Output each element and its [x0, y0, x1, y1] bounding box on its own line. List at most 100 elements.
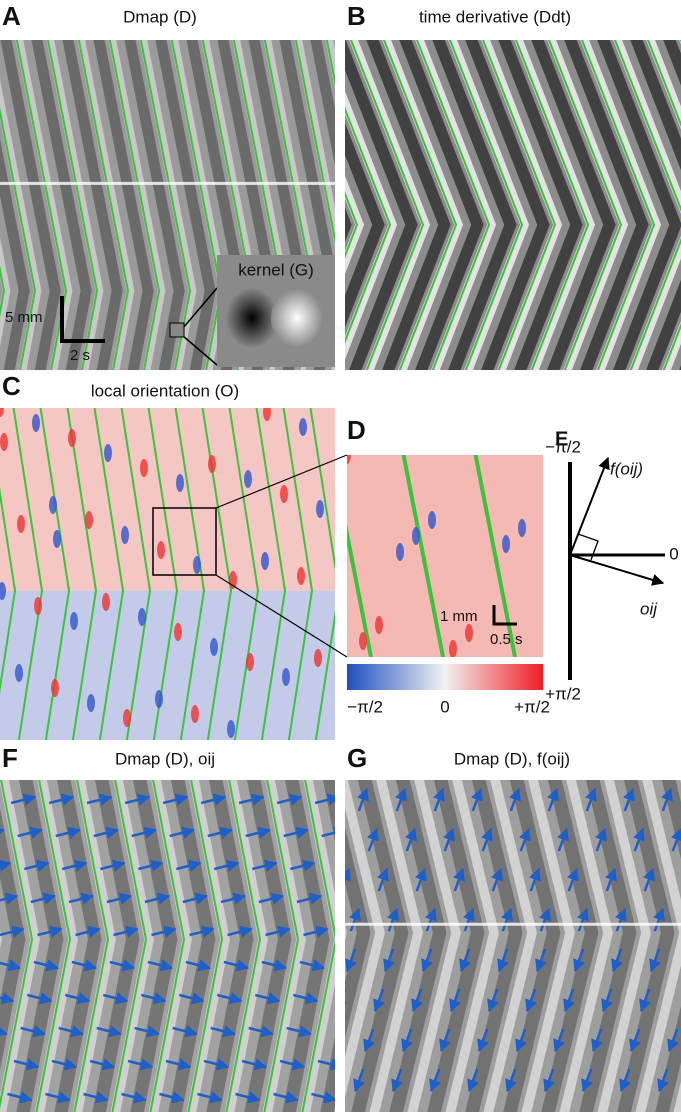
- vector-arrow: [471, 787, 483, 812]
- vector-arrow: [113, 925, 139, 938]
- vector-arrow: [131, 826, 157, 839]
- vector-arrow: [591, 1028, 603, 1053]
- vector-arrow: [83, 1091, 109, 1104]
- stripe-light: [448, 40, 530, 370]
- singularity: [49, 496, 57, 514]
- colorbar-label: 0: [440, 697, 449, 716]
- axis-label: +π/2: [545, 684, 581, 703]
- vector-arrow: [265, 925, 291, 938]
- vector-arrow: [30, 892, 57, 905]
- vector-arrow: [159, 1091, 185, 1104]
- vector-arrow: [563, 988, 575, 1013]
- stripe-dark: [31, 40, 92, 370]
- stripe-dark: [345, 40, 418, 370]
- singularity: [210, 638, 218, 656]
- vector-arrow: [553, 1028, 565, 1053]
- scale-label: 1 mm: [440, 608, 478, 625]
- vector-arrow: [501, 907, 513, 932]
- vector-arrow: [197, 1091, 223, 1104]
- vector-arrow: [567, 867, 579, 892]
- wavefront: [187, 780, 224, 1112]
- vector-arrow: [463, 907, 475, 932]
- wavefront: [345, 106, 392, 344]
- stripe-light: [580, 40, 662, 370]
- vector-arrow: [178, 992, 205, 1005]
- vector-arrow: [387, 907, 399, 932]
- vector-arrow: [75, 925, 101, 938]
- vector-arrow: [0, 959, 22, 972]
- vector-arrow: [349, 907, 361, 932]
- vector-arrow: [185, 959, 212, 972]
- vector-arrow: [86, 793, 113, 806]
- stripe-dark: [465, 780, 523, 1112]
- stripe-dark: [345, 122, 385, 328]
- vector-arrow: [519, 827, 531, 852]
- vector-arrow: [535, 948, 547, 973]
- vector-arrow: [515, 1028, 527, 1053]
- vector-arrow: [667, 1028, 679, 1053]
- stripe-light: [345, 91, 398, 360]
- scale-label: 2 s: [70, 347, 90, 364]
- inset-title: kernel (G): [238, 260, 314, 279]
- stripe-light: [345, 175, 365, 275]
- stripe-light: [345, 780, 385, 1097]
- stripe-dark: [155, 40, 216, 370]
- vector-arrow: [7, 1091, 33, 1104]
- stripe-light: [597, 780, 651, 1112]
- singularity: [87, 694, 95, 712]
- vector-arrow: [401, 1028, 413, 1053]
- stripe-light: [72, 780, 116, 1112]
- vector-arrow: [629, 1028, 641, 1053]
- stripe-light: [186, 780, 230, 1112]
- vector-arrow: [311, 1091, 335, 1104]
- vector-arrow: [182, 892, 209, 905]
- vector-arrow: [497, 948, 509, 973]
- wavefront: [15, 40, 68, 370]
- vector-arrow: [653, 907, 665, 932]
- singularity: [375, 616, 383, 634]
- vector-arrow: [279, 1058, 306, 1071]
- singularity: [191, 705, 199, 723]
- stripe-dark: [310, 40, 335, 166]
- vector-arrow: [245, 826, 271, 839]
- vector-arrow: [138, 859, 164, 872]
- vector-arrow: [169, 826, 195, 839]
- wavefront: [108, 40, 161, 370]
- stripe-light: [0, 79, 42, 370]
- vector-arrow: [68, 892, 95, 905]
- singularity: [282, 668, 290, 686]
- stripe-light: [349, 40, 431, 370]
- vector-arrow: [649, 948, 661, 973]
- vector-arrow: [421, 948, 433, 973]
- vector-arrow: [140, 992, 167, 1005]
- vector-arrow: [477, 1028, 489, 1053]
- wavefront: [111, 780, 148, 1112]
- panel-title: Dmap (D): [123, 7, 197, 26]
- vector-arrow: [453, 867, 465, 892]
- vector-arrow: [121, 1091, 147, 1104]
- vector-arrow: [290, 859, 316, 872]
- stripe-light: [559, 780, 613, 1112]
- wavefront: [282, 408, 314, 740]
- vector-arrow: [248, 1025, 274, 1038]
- vector-arrow: [214, 859, 240, 872]
- vector-arrow: [189, 925, 215, 938]
- vector-arrow: [258, 892, 285, 905]
- scale-label: 0.5 s: [490, 631, 523, 648]
- wavefront: [613, 40, 681, 370]
- vector-arrow: [20, 1025, 46, 1038]
- singularity: [347, 455, 351, 464]
- vector-arrow: [605, 867, 617, 892]
- stripe-light: [0, 780, 40, 1112]
- wavefront: [301, 780, 335, 1112]
- vector-arrow: [45, 1091, 71, 1104]
- vector-arrow: [345, 988, 347, 1013]
- stripe-dark: [579, 780, 637, 1112]
- vector-arrow: [165, 1058, 192, 1071]
- singularity: [15, 664, 23, 682]
- vector-arrow: [162, 793, 189, 806]
- vector-arrow: [17, 826, 43, 839]
- vector-arrow: [216, 992, 243, 1005]
- wavefront: [0, 107, 37, 370]
- vector-arrow: [505, 1068, 517, 1093]
